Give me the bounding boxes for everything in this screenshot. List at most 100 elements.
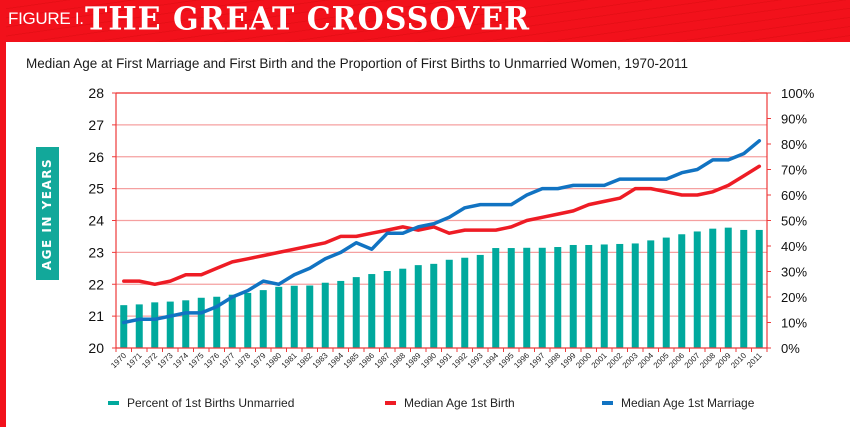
x-tick-label: 1986 [357,351,376,370]
right-tick-label: 30% [781,265,807,280]
bar-1983 [321,282,329,348]
bar-1975 [197,297,205,348]
bar-2004 [647,240,655,348]
left-tick-label: 23 [88,244,104,260]
right-tick-label: 100% [781,86,815,101]
right-tick-label: 50% [781,214,807,229]
x-tick-label: 2002 [605,351,624,370]
x-tick-label: 1987 [373,351,392,370]
x-tick-label: 1993 [466,351,485,370]
x-tick-label: 2011 [745,351,764,370]
bar-1984 [337,280,345,348]
line-series [122,139,762,325]
right-tick-label: 90% [781,112,807,127]
bar-1973 [166,301,174,348]
left-tick-label: 28 [88,85,104,101]
x-tick-label: 1975 [187,351,206,370]
right-tick-label: 0% [781,341,800,356]
x-tick-label: 2004 [636,351,655,370]
bar-2006 [678,234,686,348]
bar-1997 [538,247,546,348]
legend-swatch-blue [602,401,613,405]
bar-series [120,227,763,348]
bar-1993 [476,254,484,348]
x-tick-label: 1988 [388,351,407,370]
left-border [0,0,6,427]
left-tick-label: 26 [88,149,104,165]
legend-item-birth: Median Age 1st Birth [385,396,515,410]
left-tick-label: 20 [88,340,104,356]
x-tick-label: 1970 [109,351,128,370]
x-tick-label: 1992 [450,351,469,370]
bar-2003 [631,243,639,348]
x-tick-label: 1983 [311,351,330,370]
x-tick-label: 1998 [543,351,562,370]
bar-1988 [399,268,407,348]
bar-1992 [461,257,469,348]
bar-2000 [585,244,593,348]
right-tick-label: 80% [781,137,807,152]
bar-1998 [554,247,562,348]
bar-2002 [616,243,624,348]
bar-1982 [306,285,314,348]
right-tick-label: 60% [781,188,807,203]
bar-1989 [414,265,422,348]
x-tick-label: 2003 [621,351,640,370]
bar-1972 [151,302,159,348]
bar-1978 [244,292,252,348]
bar-1977 [228,294,236,348]
bar-1987 [383,270,391,348]
x-tick-label: 1977 [218,351,237,370]
x-tick-label: 2005 [652,351,671,370]
bar-1976 [213,296,221,348]
bar-2001 [600,244,608,348]
x-tick-label: 1973 [156,351,175,370]
right-tick-label: 20% [781,290,807,305]
figure-title: THE GREAT CROSSOVER [85,1,531,38]
x-axis-ticks: 1970197119721973197419751976197719781979… [109,348,768,370]
bar-2007 [693,231,701,348]
x-tick-label: 1994 [481,351,500,370]
bar-1979 [259,290,267,348]
x-tick-label: 1996 [512,351,531,370]
legend-item-marriage: Median Age 1st Marriage [602,396,754,410]
left-tick-label: 27 [88,117,104,133]
x-tick-label: 1985 [342,351,361,370]
legend-label: Percent of 1st Births Unmarried [127,396,295,410]
left-tick-label: 22 [88,276,104,292]
bar-1971 [135,304,143,348]
right-tick-label: 40% [781,239,807,254]
x-tick-label: 1974 [171,351,190,370]
x-tick-label: 2007 [683,351,702,370]
x-tick-label: 1980 [264,351,283,370]
x-tick-label: 1982 [295,351,314,370]
right-tick-label: 70% [781,163,807,178]
right-tick-label: 10% [781,316,807,331]
bar-1995 [507,248,515,348]
bar-2008 [709,228,717,348]
legend-swatch-teal [108,401,119,405]
x-tick-label: 1997 [528,351,547,370]
x-tick-label: 2006 [667,351,686,370]
x-tick-label: 1991 [435,351,454,370]
x-tick-label: 1995 [497,351,516,370]
bar-2005 [662,237,670,348]
bar-2010 [740,229,748,348]
legend-swatch-red [385,401,396,405]
chart-title: Median Age at First Marriage and First B… [26,56,689,71]
legend-label: Median Age 1st Marriage [621,396,755,410]
x-tick-label: 1999 [559,351,578,370]
bar-1990 [430,263,438,348]
left-tick-label: 24 [88,213,104,229]
bar-1999 [569,244,577,348]
bar-1985 [352,277,360,348]
x-tick-label: 2009 [714,351,733,370]
line-median-age-marriage [122,139,762,325]
x-tick-label: 2000 [574,351,593,370]
x-tick-label: 1979 [249,351,268,370]
x-tick-label: 1984 [326,351,345,370]
bar-1981 [290,285,298,348]
header-banner [0,0,850,42]
figure-label: FIGURE I. [8,9,84,28]
legend-label: Median Age 1st Birth [404,396,515,410]
